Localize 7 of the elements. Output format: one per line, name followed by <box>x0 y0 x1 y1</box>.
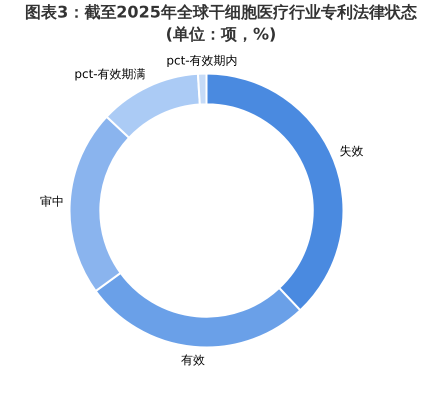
chart-title: 图表3：截至2025年全球干细胞医疗行业专利法律状态 <box>25 2 417 22</box>
slice-label: 有效 <box>181 352 206 367</box>
slice-label: 审中 <box>40 194 64 209</box>
chart-subtitle: (单位：项，%) <box>166 24 276 44</box>
slice-label: pct-有效期满 <box>74 67 146 82</box>
slice-label: 失效 <box>339 144 364 158</box>
slice-label: pct-有效期内 <box>166 54 238 68</box>
